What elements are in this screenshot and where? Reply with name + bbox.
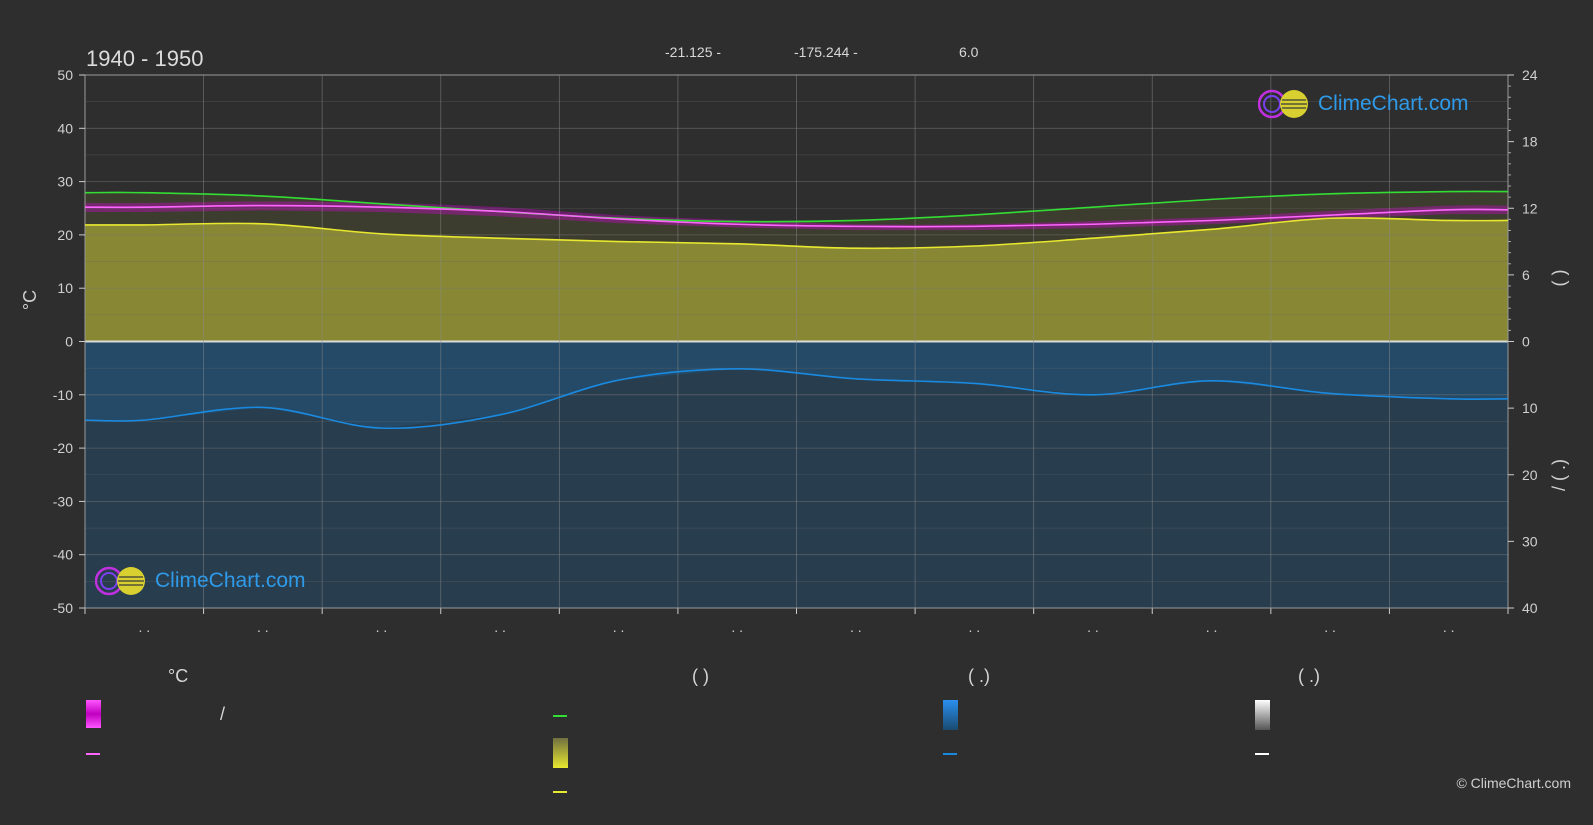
- left-axis-ticks: 50 40 30 20 10 0 -10 -20 -30 -40 -50: [53, 67, 85, 616]
- month-label: . .: [376, 619, 388, 635]
- legend-swatch-sunshine: [553, 738, 568, 768]
- month-label: . .: [138, 619, 150, 635]
- month-label: . .: [1206, 619, 1218, 635]
- legend-label-temp-range: /: [220, 704, 226, 724]
- month-label: . .: [731, 619, 743, 635]
- right-tick-label: 30: [1522, 533, 1538, 549]
- month-labels: . . . . . . . . . . . . . . . . . . . . . . . .: [138, 619, 1454, 635]
- logo-bottom-left: ClimeChart.com: [95, 565, 306, 597]
- latitude-label: -21.125 -: [665, 44, 722, 60]
- right-axis-ticks: 24 18 12 6 0 10 20 30 40: [1508, 67, 1538, 616]
- month-label: . .: [969, 619, 981, 635]
- legend-line-daylight: [553, 715, 567, 717]
- left-tick-label: -10: [53, 387, 73, 403]
- period-title: 1940 - 1950: [86, 46, 204, 71]
- month-label: . .: [494, 619, 506, 635]
- left-tick-label: 20: [57, 227, 73, 243]
- right-tick-label: 10: [1522, 400, 1538, 416]
- right-axis-title-bottom: / ( .): [1549, 459, 1569, 491]
- right-tick-label: 18: [1522, 134, 1538, 150]
- grid-lines: [84, 74, 1509, 614]
- right-axis-title-top: ( ): [1549, 270, 1569, 287]
- legend-swatch-temp-range: [86, 700, 101, 728]
- right-tick-label: 12: [1522, 200, 1538, 216]
- longitude-label: -175.244 -: [794, 44, 858, 60]
- logo-text: ClimeChart.com: [1318, 92, 1469, 115]
- left-tick-label: -30: [53, 493, 73, 509]
- left-tick-label: -40: [53, 547, 73, 563]
- legend-head-precipitation: ( .): [968, 666, 990, 686]
- right-tick-label: 20: [1522, 467, 1538, 483]
- legend-head-snow: ( .): [1298, 666, 1320, 686]
- month-label: . .: [1443, 619, 1455, 635]
- left-tick-label: 10: [57, 280, 73, 296]
- month-label: . .: [257, 619, 269, 635]
- sunshine-line: [84, 217, 1509, 250]
- left-tick-label: 40: [57, 120, 73, 136]
- logo-top-right: ClimeChart.com: [1258, 88, 1469, 120]
- temp-mean-line: [84, 204, 1509, 228]
- legend-line-snow: [1255, 753, 1269, 755]
- left-tick-label: 30: [57, 174, 73, 190]
- left-axis-title: °C: [20, 290, 40, 310]
- legend-line-temp-mean: [86, 753, 100, 755]
- series-lines: [84, 190, 1509, 430]
- elevation-label: 6.0: [959, 44, 979, 60]
- right-tick-label: 0: [1522, 334, 1530, 350]
- left-tick-label: -20: [53, 440, 73, 456]
- right-tick-label: 24: [1522, 67, 1538, 83]
- logo-icon: [95, 566, 145, 596]
- legend-line-sunshine: [553, 791, 567, 793]
- daylight-line: [84, 190, 1509, 223]
- left-tick-label: 0: [65, 334, 73, 350]
- legend-swatch-snow: [1255, 700, 1270, 730]
- month-label: . .: [850, 619, 862, 635]
- legend-line-precipitation: [943, 753, 957, 755]
- copyright: © ClimeChart.com: [1456, 775, 1571, 791]
- left-tick-label: -50: [53, 600, 73, 616]
- precip-line: [84, 368, 1509, 430]
- logo-icon: [1258, 89, 1308, 119]
- logo-text: ClimeChart.com: [155, 569, 306, 592]
- legend-head-daylight: ( ): [692, 666, 709, 686]
- month-label: . .: [613, 619, 625, 635]
- legend-swatch-precipitation: [943, 700, 958, 730]
- right-tick-label: 40: [1522, 600, 1538, 616]
- month-label: . .: [1324, 619, 1336, 635]
- left-tick-label: 50: [57, 67, 73, 83]
- right-tick-label: 6: [1522, 267, 1530, 283]
- month-label: . .: [1087, 619, 1099, 635]
- legend-head-temperature: °C: [168, 666, 189, 686]
